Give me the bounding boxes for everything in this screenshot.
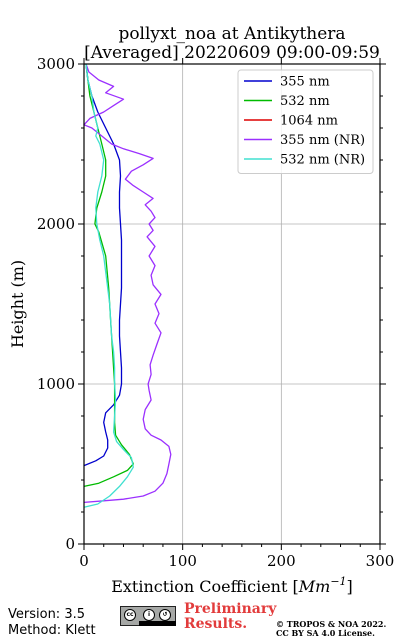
series-line-355-nm bbox=[83, 63, 123, 467]
by-icon: i bbox=[143, 609, 155, 621]
series-lines bbox=[83, 63, 172, 508]
y-axis-label: Height (m) bbox=[8, 260, 27, 348]
sa-icon: ↺ bbox=[159, 609, 171, 621]
legend-box bbox=[237, 69, 374, 174]
chart-title: pollyxt_noa at Antikythera bbox=[118, 24, 345, 44]
version-text: Version: 3.5 bbox=[8, 607, 85, 622]
y-tick-label: 2000 bbox=[37, 215, 75, 233]
preliminary-results-note: Preliminary Results. bbox=[184, 601, 277, 632]
y-tick-label: 3000 bbox=[37, 55, 75, 73]
x-tick-label: 200 bbox=[267, 552, 296, 570]
method-text: Method: Klett bbox=[8, 623, 96, 638]
legend-label: 532 nm (NR) bbox=[280, 153, 365, 168]
y-tick-label: 1000 bbox=[37, 375, 75, 393]
legend-label: 1064 nm bbox=[280, 114, 338, 129]
extinction-chart: pollyxt_noa at Antikythera [Averaged] 20… bbox=[8, 24, 395, 596]
x-axis-label: Extinction Coefficient [Mm−1] bbox=[111, 575, 353, 596]
legend-label: 355 nm (NR) bbox=[280, 133, 365, 148]
x-tick-label: 300 bbox=[366, 552, 395, 570]
license-label-strip bbox=[139, 621, 176, 626]
plot-frame bbox=[83, 63, 381, 545]
legend: 355 nm 532 nm 1064 nm 355 nm (NR) 532 nm (NR… bbox=[237, 69, 374, 174]
legend-label: 532 nm bbox=[280, 94, 330, 109]
x-tick-label: 0 bbox=[79, 552, 89, 570]
series-line-355-nm-nr- bbox=[83, 63, 172, 504]
x-tick-label: 100 bbox=[168, 552, 197, 570]
chart-subtitle: [Averaged] 20220609 09:00-09:59 bbox=[84, 43, 380, 63]
series-line-532-nm-nr- bbox=[83, 63, 134, 508]
cc-license-badge: cc i ↺ bbox=[120, 606, 176, 626]
axes bbox=[78, 58, 386, 550]
cc-icon: cc bbox=[124, 609, 136, 621]
copyright-note: © TROPOS & NOA 2022. CC BY SA 4.0 Licens… bbox=[276, 619, 387, 638]
legend-label: 355 nm bbox=[280, 75, 330, 90]
y-tick-label: 0 bbox=[65, 535, 75, 553]
